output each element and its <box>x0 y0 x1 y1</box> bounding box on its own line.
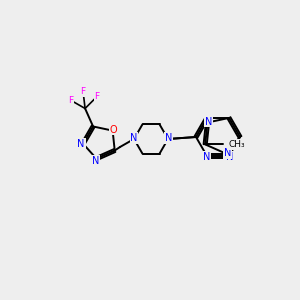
Text: N: N <box>224 148 231 158</box>
Text: CH₃: CH₃ <box>228 140 245 149</box>
Text: N: N <box>205 116 212 127</box>
Text: F: F <box>80 87 86 96</box>
Text: O: O <box>110 124 117 135</box>
Text: N: N <box>77 139 85 149</box>
Text: N: N <box>165 133 173 143</box>
Text: N: N <box>226 152 234 162</box>
Text: N: N <box>203 152 211 162</box>
Text: F: F <box>68 96 74 105</box>
Text: N: N <box>92 156 99 166</box>
Text: F: F <box>94 92 100 101</box>
Text: N: N <box>130 133 138 143</box>
Text: N: N <box>164 133 172 143</box>
